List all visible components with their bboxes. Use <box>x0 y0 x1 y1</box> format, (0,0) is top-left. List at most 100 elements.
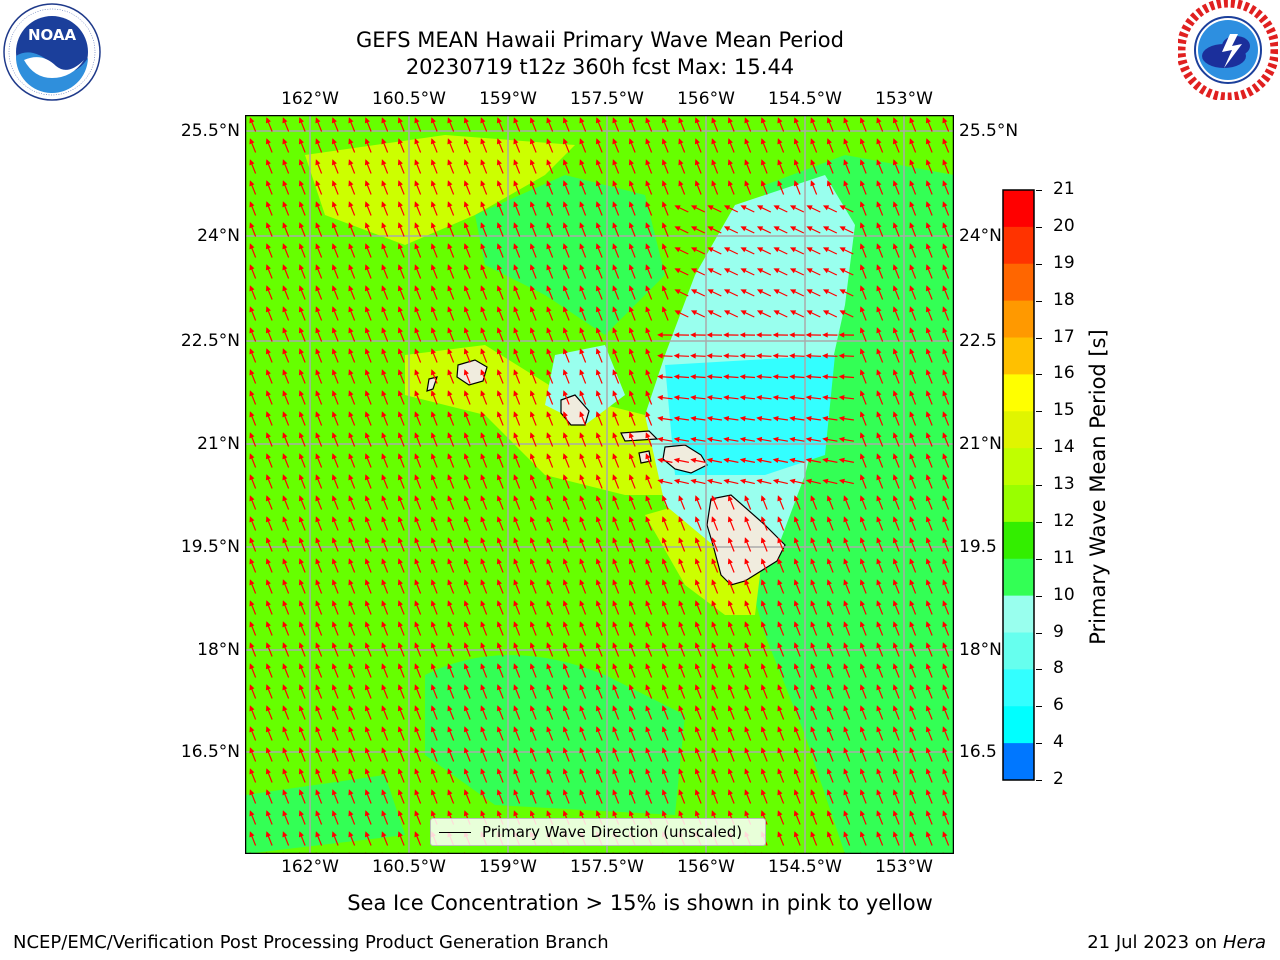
wave-arrow-head <box>595 516 601 523</box>
wave-arrow-head <box>348 264 354 271</box>
wave-arrow-head <box>562 369 568 376</box>
wave-arrow-head <box>925 243 931 250</box>
wave-arrow-head <box>265 432 271 439</box>
wave-arrow-head <box>777 516 783 523</box>
colorbar-cell <box>1003 632 1034 670</box>
wave-arrow-head <box>447 285 453 292</box>
wave-arrow-head <box>282 306 288 313</box>
wave-arrow-head <box>674 226 681 232</box>
lat-tick-left-4: 19.5°N <box>180 537 240 557</box>
wave-arrow-head <box>661 180 667 187</box>
wave-arrow-head <box>579 390 585 397</box>
wave-arrow-head <box>711 516 717 523</box>
wave-arrow-head <box>331 516 337 523</box>
wave-arrow-head <box>843 516 849 523</box>
wave-arrow-head <box>628 495 634 502</box>
wave-arrow-head <box>678 159 684 166</box>
wave-arrow-head <box>496 243 502 250</box>
wave-arrow-head <box>942 159 948 166</box>
wave-arrow-head <box>529 201 535 208</box>
wave-direction-arrows <box>249 117 950 854</box>
colorbar-tick-mark <box>1036 374 1042 376</box>
wave-arrow-head <box>265 222 271 229</box>
wave-arrow-head <box>909 138 915 145</box>
wave-arrow-head <box>397 495 403 502</box>
wave-arrow-head <box>282 327 288 334</box>
wave-arrow-head <box>859 117 865 124</box>
wave-arrow-head <box>773 268 780 274</box>
wave-arrow-head <box>480 117 486 124</box>
wave-arrow-head <box>674 310 681 316</box>
wave-arrow-head <box>628 369 634 376</box>
wave-arrow-head <box>315 243 321 250</box>
wave-arrow-head <box>661 495 667 502</box>
wave-arrow-head <box>839 268 846 274</box>
wave-arrow-head <box>348 138 354 145</box>
wave-arrow-head <box>909 327 915 334</box>
colorbar-tick-label: 21 <box>1053 179 1075 199</box>
wave-arrow-head <box>265 390 271 397</box>
wave-arrow-head <box>674 289 681 295</box>
wave-arrow-head <box>249 495 255 502</box>
wave-arrow-head <box>348 537 354 544</box>
wave-arrow-head <box>463 222 469 229</box>
wave-arrow-head <box>447 222 453 229</box>
wave-arrow-head <box>529 138 535 145</box>
sea-ice-footnote: Sea Ice Concentration > 15% is shown in … <box>347 891 933 915</box>
wave-arrow-head <box>612 222 618 229</box>
wave-arrow-head <box>859 180 865 187</box>
wave-arrow-head <box>348 327 354 334</box>
wave-arrow-head <box>595 432 601 439</box>
wave-arrow-head <box>414 411 420 418</box>
wave-arrow-head <box>381 516 387 523</box>
wave-arrow-head <box>628 516 634 523</box>
wave-arrow-head <box>364 285 370 292</box>
wave-arrow-head <box>826 138 832 145</box>
wave-arrow-head <box>822 332 828 338</box>
wave-arrow-head <box>348 180 354 187</box>
wave-arrow-head <box>463 495 469 502</box>
wave-arrow-head <box>612 537 618 544</box>
wave-arrow-head <box>789 457 796 464</box>
wave-arrow-head <box>298 474 304 481</box>
colorbar-tick-label: 20 <box>1053 215 1075 236</box>
wave-arrow-head <box>529 432 535 439</box>
wave-arrow-head <box>876 474 882 481</box>
wave-arrow-head <box>859 495 865 502</box>
wave-arrow-head <box>579 453 585 460</box>
wave-arrow-head <box>740 247 747 253</box>
colorbar-tick-label: 14 <box>1053 437 1075 458</box>
colorbar-cell <box>1003 337 1034 375</box>
wave-arrow-head <box>579 369 585 376</box>
colorbar-cell <box>1003 743 1034 781</box>
wave-arrow-head <box>838 395 845 401</box>
wave-arrow-head <box>463 138 469 145</box>
wave-arrow-head <box>942 264 948 271</box>
wave-arrow-head <box>249 264 255 271</box>
wave-arrow-head <box>942 411 948 418</box>
wave-arrow-head <box>480 369 486 376</box>
wave-arrow-head <box>364 264 370 271</box>
wave-arrow-head <box>463 264 469 271</box>
wave-arrow-head <box>859 327 865 334</box>
lat-tick-right-2: 22.5 <box>959 331 997 351</box>
wave-arrow-head <box>810 495 816 502</box>
wave-arrow-head <box>892 432 898 439</box>
colorbar-tick-label: 6 <box>1053 695 1064 716</box>
wave-arrow-head <box>612 411 618 418</box>
wave-arrow-head <box>546 201 552 208</box>
wave-arrow-head <box>876 117 882 124</box>
wave-arrow-head <box>756 415 763 422</box>
wave-arrow-head <box>744 516 750 523</box>
wave-arrow-head <box>529 264 535 271</box>
wave-arrow-head <box>657 332 663 338</box>
wave-arrow-head <box>909 264 915 271</box>
wave-arrow-head <box>859 537 865 544</box>
colorbar-tick-label: 18 <box>1053 289 1075 310</box>
wave-arrow-head <box>859 285 865 292</box>
colorbar-cell <box>1003 374 1034 412</box>
wave-arrow-head <box>777 495 783 502</box>
wave-arrow-head <box>595 222 601 229</box>
wave-arrow-head <box>645 222 651 229</box>
wave-arrow-head <box>909 117 915 124</box>
